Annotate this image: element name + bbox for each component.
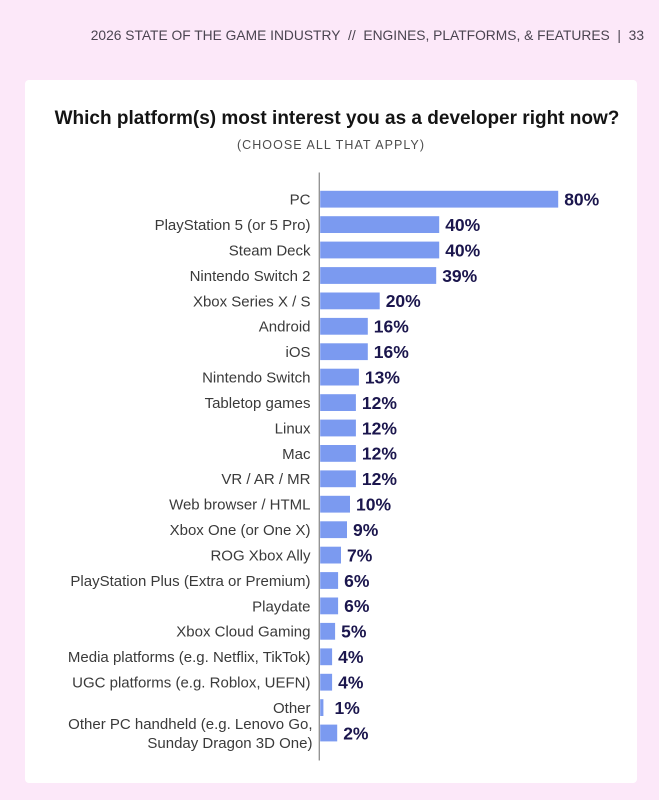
svg-text:Xbox One (or One X): Xbox One (or One X) (170, 522, 311, 539)
svg-text:Media platforms (e.g. Netflix,: Media platforms (e.g. Netflix, TikTok) (68, 649, 311, 666)
svg-text:Xbox Series X / S: Xbox Series X / S (193, 293, 311, 310)
svg-text:Other: Other (273, 700, 311, 717)
svg-text:40%: 40% (445, 240, 480, 260)
svg-text:Other PC handheld (e.g. Lenovo: Other PC handheld (e.g. Lenovo Go, (68, 716, 312, 733)
svg-text:iOS: iOS (285, 344, 310, 361)
svg-text:16%: 16% (374, 342, 409, 362)
svg-text:12%: 12% (362, 469, 397, 489)
svg-text:12%: 12% (362, 418, 397, 438)
svg-text:Linux: Linux (275, 420, 311, 437)
svg-text:Xbox Cloud Gaming: Xbox Cloud Gaming (176, 624, 310, 641)
svg-text:Android: Android (259, 319, 311, 336)
svg-text:Sunday Dragon 3D One): Sunday Dragon 3D One) (147, 735, 312, 752)
svg-text:39%: 39% (442, 266, 477, 286)
svg-text:9%: 9% (353, 520, 379, 540)
svg-text:16%: 16% (374, 317, 409, 337)
svg-text:12%: 12% (362, 444, 397, 464)
svg-text:1%: 1% (335, 698, 361, 718)
svg-text:2%: 2% (343, 723, 369, 743)
svg-text:4%: 4% (338, 673, 364, 693)
svg-text:PC: PC (290, 192, 311, 209)
svg-text:20%: 20% (386, 291, 421, 311)
svg-text:Tabletop games: Tabletop games (205, 395, 311, 412)
svg-text:VR / AR / MR: VR / AR / MR (221, 471, 310, 488)
svg-text:80%: 80% (564, 190, 599, 210)
svg-text:ROG Xbox Ally: ROG Xbox Ally (210, 548, 311, 565)
svg-text:Mac: Mac (282, 446, 311, 463)
svg-text:UGC platforms (e.g. Roblox, UE: UGC platforms (e.g. Roblox, UEFN) (72, 675, 310, 692)
svg-text:12%: 12% (362, 393, 397, 413)
svg-text:Steam Deck: Steam Deck (229, 242, 311, 259)
svg-text:Playdate: Playdate (252, 598, 310, 615)
svg-text:10%: 10% (356, 495, 391, 515)
svg-text:13%: 13% (365, 367, 400, 387)
svg-text:Nintendo Switch: Nintendo Switch (202, 370, 310, 387)
svg-text:4%: 4% (338, 647, 364, 667)
svg-text:PlayStation 5 (or 5 Pro): PlayStation 5 (or 5 Pro) (155, 217, 311, 234)
svg-text:6%: 6% (344, 596, 370, 616)
svg-text:7%: 7% (347, 545, 373, 565)
svg-text:Nintendo Switch 2: Nintendo Switch 2 (190, 268, 311, 285)
svg-text:5%: 5% (341, 622, 367, 642)
svg-text:6%: 6% (344, 571, 370, 591)
svg-text:Web browser / HTML: Web browser / HTML (169, 497, 310, 514)
svg-text:PlayStation Plus (Extra or Pre: PlayStation Plus (Extra or Premium) (70, 573, 310, 590)
svg-text:40%: 40% (445, 215, 480, 235)
